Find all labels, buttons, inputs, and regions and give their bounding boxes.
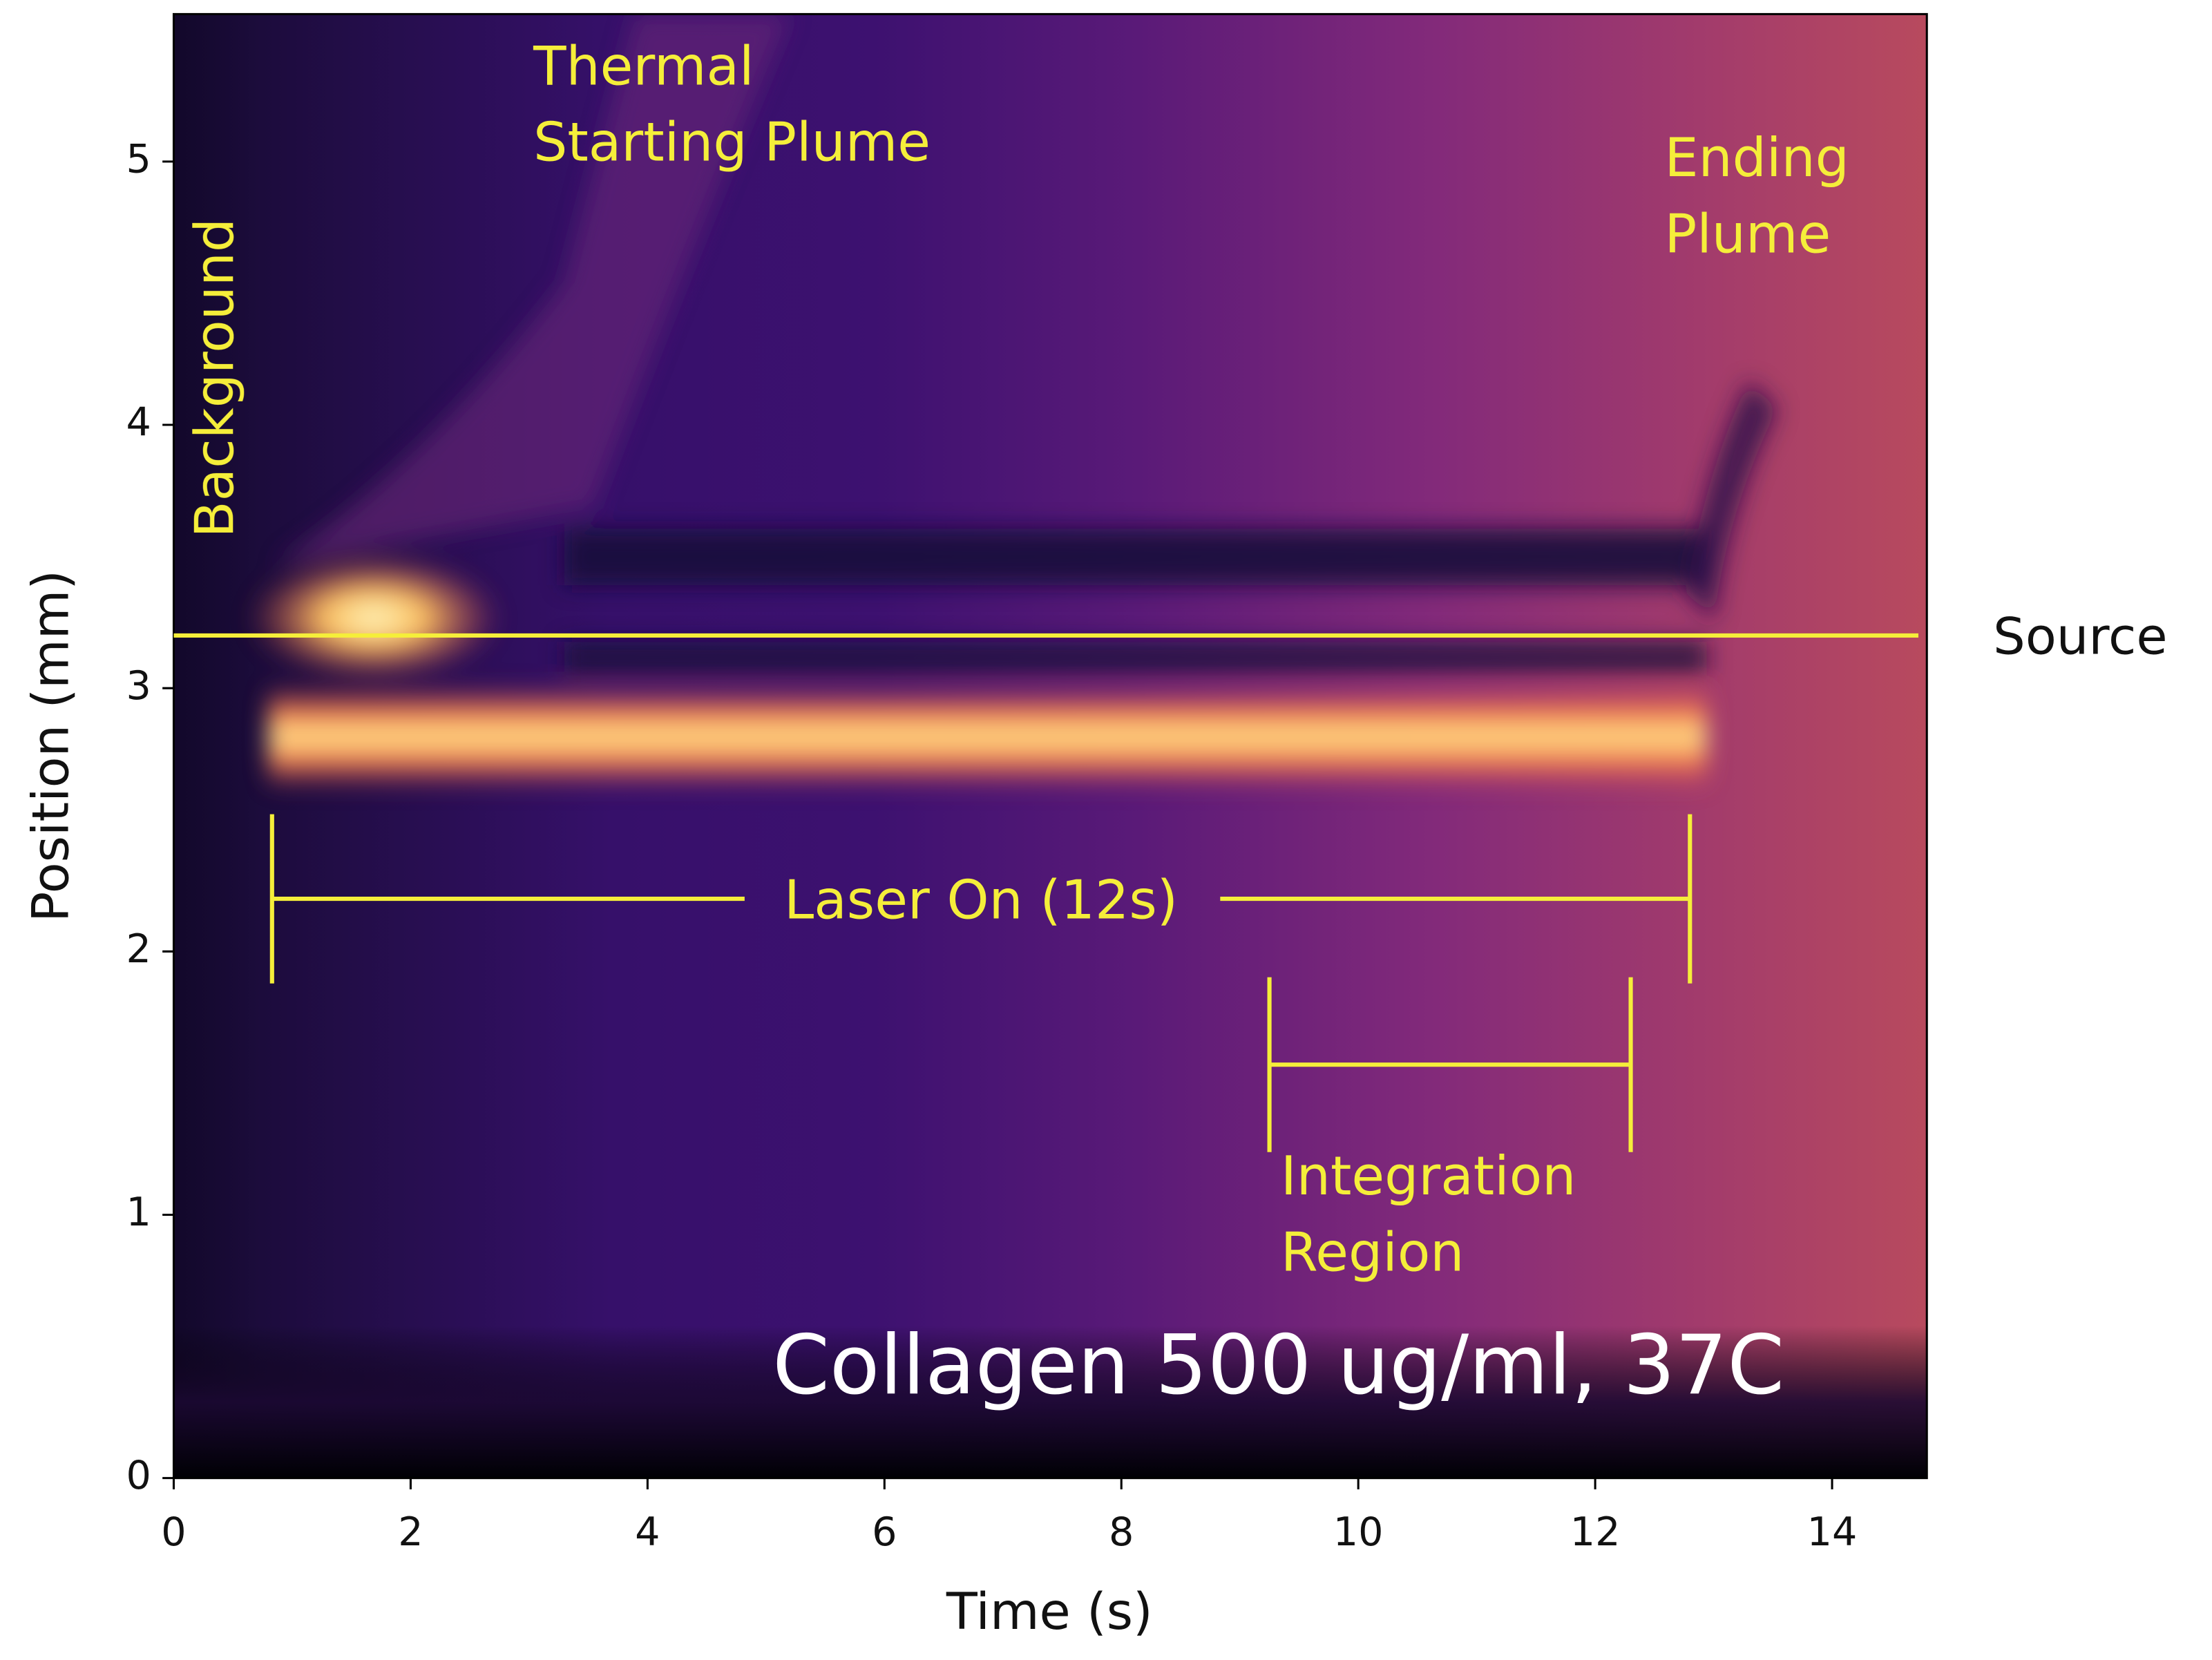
y-tick-label: 1 <box>126 1190 151 1235</box>
annotation: Collagen 500 ug/ml, 37C <box>772 1317 1784 1413</box>
heatmap <box>173 14 1927 1478</box>
y-tick-label: 3 <box>126 663 151 709</box>
x-axis-label: Time (s) <box>946 1583 1153 1641</box>
plot-frame <box>172 12 1928 1480</box>
span-label: Laser On (12s) <box>784 870 1178 932</box>
y-tick-label: 4 <box>126 400 151 446</box>
annotation: Plume <box>1664 203 1831 265</box>
x-tick-label: 14 <box>1807 1509 1858 1555</box>
source-label: Source <box>1993 607 2167 666</box>
x-tick-label: 0 <box>161 1509 186 1555</box>
annotation: Background <box>184 218 246 538</box>
annotation: Ending <box>1664 127 1849 189</box>
y-axis-label: Position (mm) <box>21 570 80 922</box>
x-tick-label: 4 <box>635 1509 660 1555</box>
x-tick-label: 10 <box>1333 1509 1384 1555</box>
span-label: Region <box>1281 1221 1465 1284</box>
y-tick-label: 5 <box>126 136 151 182</box>
annotation: Starting Plume <box>533 112 931 174</box>
x-tick-label: 6 <box>872 1509 897 1555</box>
x-tick-label: 8 <box>1109 1509 1134 1555</box>
annotation: Thermal <box>533 35 754 97</box>
x-tick-label: 2 <box>398 1509 423 1555</box>
y-tick-label: 0 <box>126 1453 151 1498</box>
x-tick-label: 12 <box>1570 1509 1621 1555</box>
y-tick-label: 2 <box>126 926 151 972</box>
span-label: Integration <box>1281 1145 1576 1208</box>
